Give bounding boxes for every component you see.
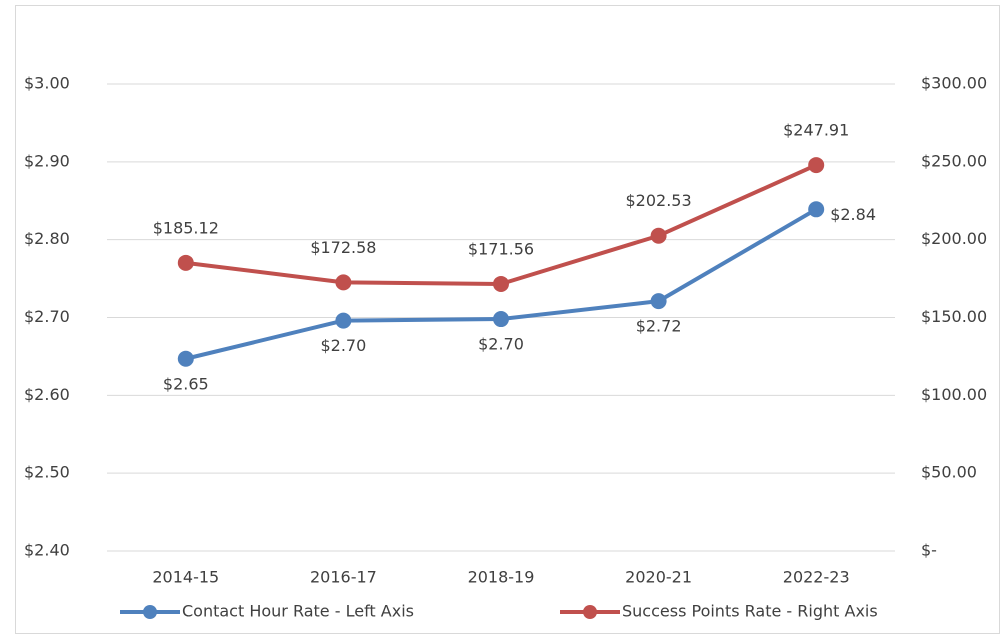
point: [177, 254, 194, 271]
data-label: $202.53: [626, 191, 692, 210]
y-tick-label: $2.60: [24, 385, 70, 404]
data-label: $2.65: [163, 374, 209, 393]
legend-marker: [583, 605, 597, 619]
point: [808, 201, 825, 218]
y2-tick-label: $100.00: [921, 385, 987, 404]
point: [335, 312, 352, 329]
legend-label: Contact Hour Rate - Left Axis: [182, 602, 414, 621]
point: [335, 274, 352, 291]
data-label: $2.84: [830, 205, 876, 224]
point: [493, 275, 509, 292]
data-label: $2.70: [320, 336, 366, 355]
point: [493, 311, 509, 328]
x-tick-label: 2016-17: [310, 568, 377, 587]
y-tick-label: $2.50: [24, 463, 70, 482]
point: [808, 157, 825, 174]
y2-tick-label: $-: [921, 541, 937, 560]
x-tick-label: 2018-19: [468, 568, 535, 587]
y-tick-label: $2.90: [24, 151, 70, 170]
x-tick-label: 2014-15: [152, 568, 219, 587]
data-label: $172.58: [310, 238, 376, 257]
data-label: $2.72: [636, 317, 682, 336]
x-tick-label: 2020-21: [625, 568, 692, 587]
data-label: $2.70: [478, 335, 524, 354]
y2-tick-label: $150.00: [921, 307, 987, 326]
point: [177, 350, 194, 367]
y2-tick-label: $300.00: [921, 74, 987, 93]
y-tick-label: $3.00: [24, 74, 70, 93]
point: [650, 227, 667, 244]
y2-tick-label: $250.00: [921, 151, 987, 170]
y-tick-label: $2.40: [24, 541, 70, 560]
legend-marker: [143, 605, 157, 619]
y2-tick-label: $50.00: [921, 463, 977, 482]
data-label: $185.12: [153, 218, 219, 237]
y2-tick-label: $200.00: [921, 229, 987, 248]
legend-label: Success Points Rate - Right Axis: [622, 602, 878, 621]
point: [650, 293, 667, 310]
data-label: $247.91: [783, 121, 849, 140]
data-label: $171.56: [468, 239, 534, 258]
y-tick-label: $2.80: [24, 229, 70, 248]
x-tick-label: 2022-23: [783, 568, 850, 587]
y-tick-label: $2.70: [24, 307, 70, 326]
